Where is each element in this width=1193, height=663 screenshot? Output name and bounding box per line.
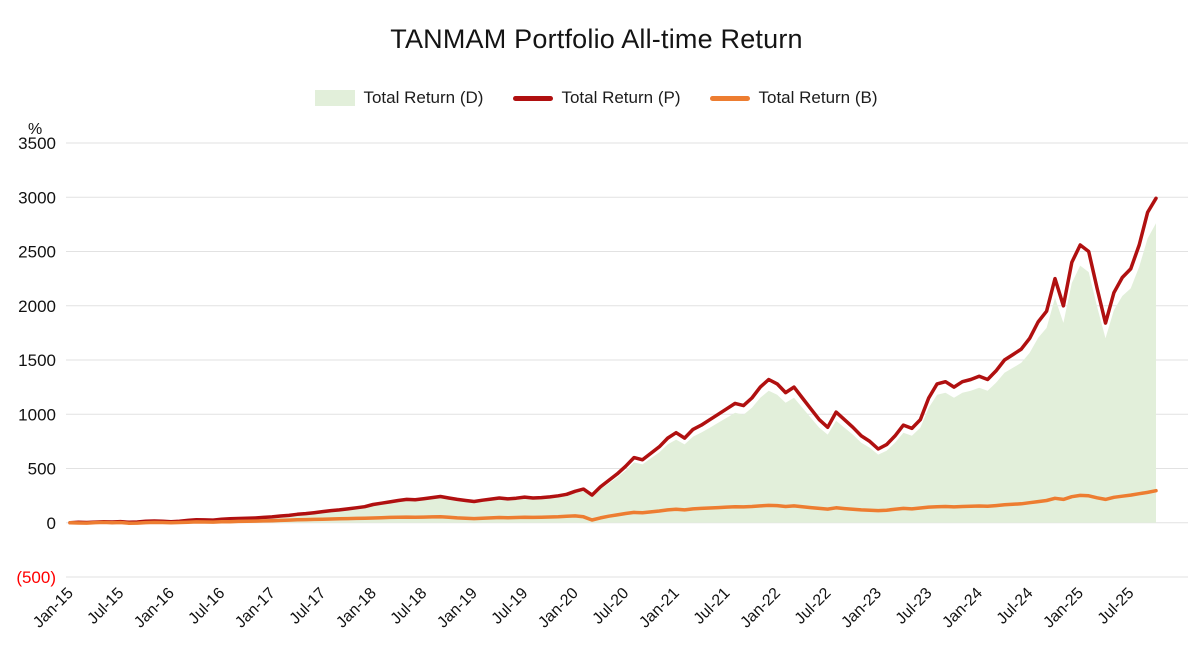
x-tick-label: Jul-19	[489, 585, 532, 628]
x-tick-label: Jul-23	[893, 585, 936, 628]
series-line	[68, 196, 1158, 525]
line-swatch-icon	[710, 95, 751, 101]
chart-plot: 3500 3000 2500 2000 1500 1000 500 0 (500)% Jan-15…	[16, 121, 1188, 632]
x-tick-label: Jul-18	[388, 585, 431, 628]
x-tick-label: Jan-17	[232, 585, 279, 632]
x-tick-label: Jul-21	[691, 585, 734, 628]
x-tick-label: Jan-19	[434, 585, 481, 632]
x-tick-label: Jul-25	[1095, 585, 1138, 628]
y-tick-label: 500	[28, 460, 56, 479]
x-tick-label: Jul-17	[287, 585, 330, 628]
chart-legend: Total Return (D) Total Return (P) Total …	[0, 88, 1193, 108]
x-tick-label: Jan-15	[30, 585, 77, 632]
x-tick-label: Jan-25	[1040, 585, 1087, 632]
series-area	[70, 223, 1156, 523]
x-tick-label: Jan-22	[737, 585, 784, 632]
legend-label: Total Return (B)	[758, 88, 878, 107]
y-axis-unit-label: %	[28, 121, 42, 138]
x-tick-label: Jan-24	[939, 585, 986, 632]
x-tick-label: Jan-16	[131, 585, 178, 632]
legend-item-total-return-p[interactable]: Total Return (P)	[513, 88, 680, 108]
legend-item-total-return-d[interactable]: Total Return (D)	[315, 88, 483, 108]
x-tick-label: Jul-22	[792, 585, 835, 628]
x-tick-label: Jan-20	[535, 585, 582, 632]
x-tick-label: Jan-21	[636, 585, 683, 632]
area-swatch-icon	[315, 90, 356, 106]
y-tick-label: 2500	[18, 243, 56, 262]
y-tick-label: (500)	[16, 568, 56, 587]
chart-title: TANMAM Portfolio All-time Return	[390, 24, 803, 54]
legend-label: Total Return (D)	[363, 88, 484, 107]
y-tick-label: 0	[47, 514, 56, 533]
series-line	[68, 488, 1158, 525]
x-tick-label: Jul-15	[84, 585, 127, 628]
y-tick-label: 3500	[18, 134, 56, 153]
x-tick-label: Jan-18	[333, 585, 380, 632]
legend-item-total-return-b[interactable]: Total Return (B)	[710, 88, 878, 108]
x-tick-label: Jan-23	[838, 585, 885, 632]
y-tick-label: 1500	[18, 351, 56, 370]
line-swatch-icon	[513, 95, 554, 101]
x-tick-label: Jul-20	[590, 585, 633, 628]
y-tick-label: 1000	[18, 405, 56, 424]
x-tick-label: Jul-24	[994, 585, 1037, 628]
y-tick-label: 3000	[18, 188, 56, 207]
y-tick-label: 2000	[18, 297, 56, 316]
legend-label: Total Return (P)	[561, 88, 681, 107]
x-tick-label: Jul-16	[185, 585, 228, 628]
